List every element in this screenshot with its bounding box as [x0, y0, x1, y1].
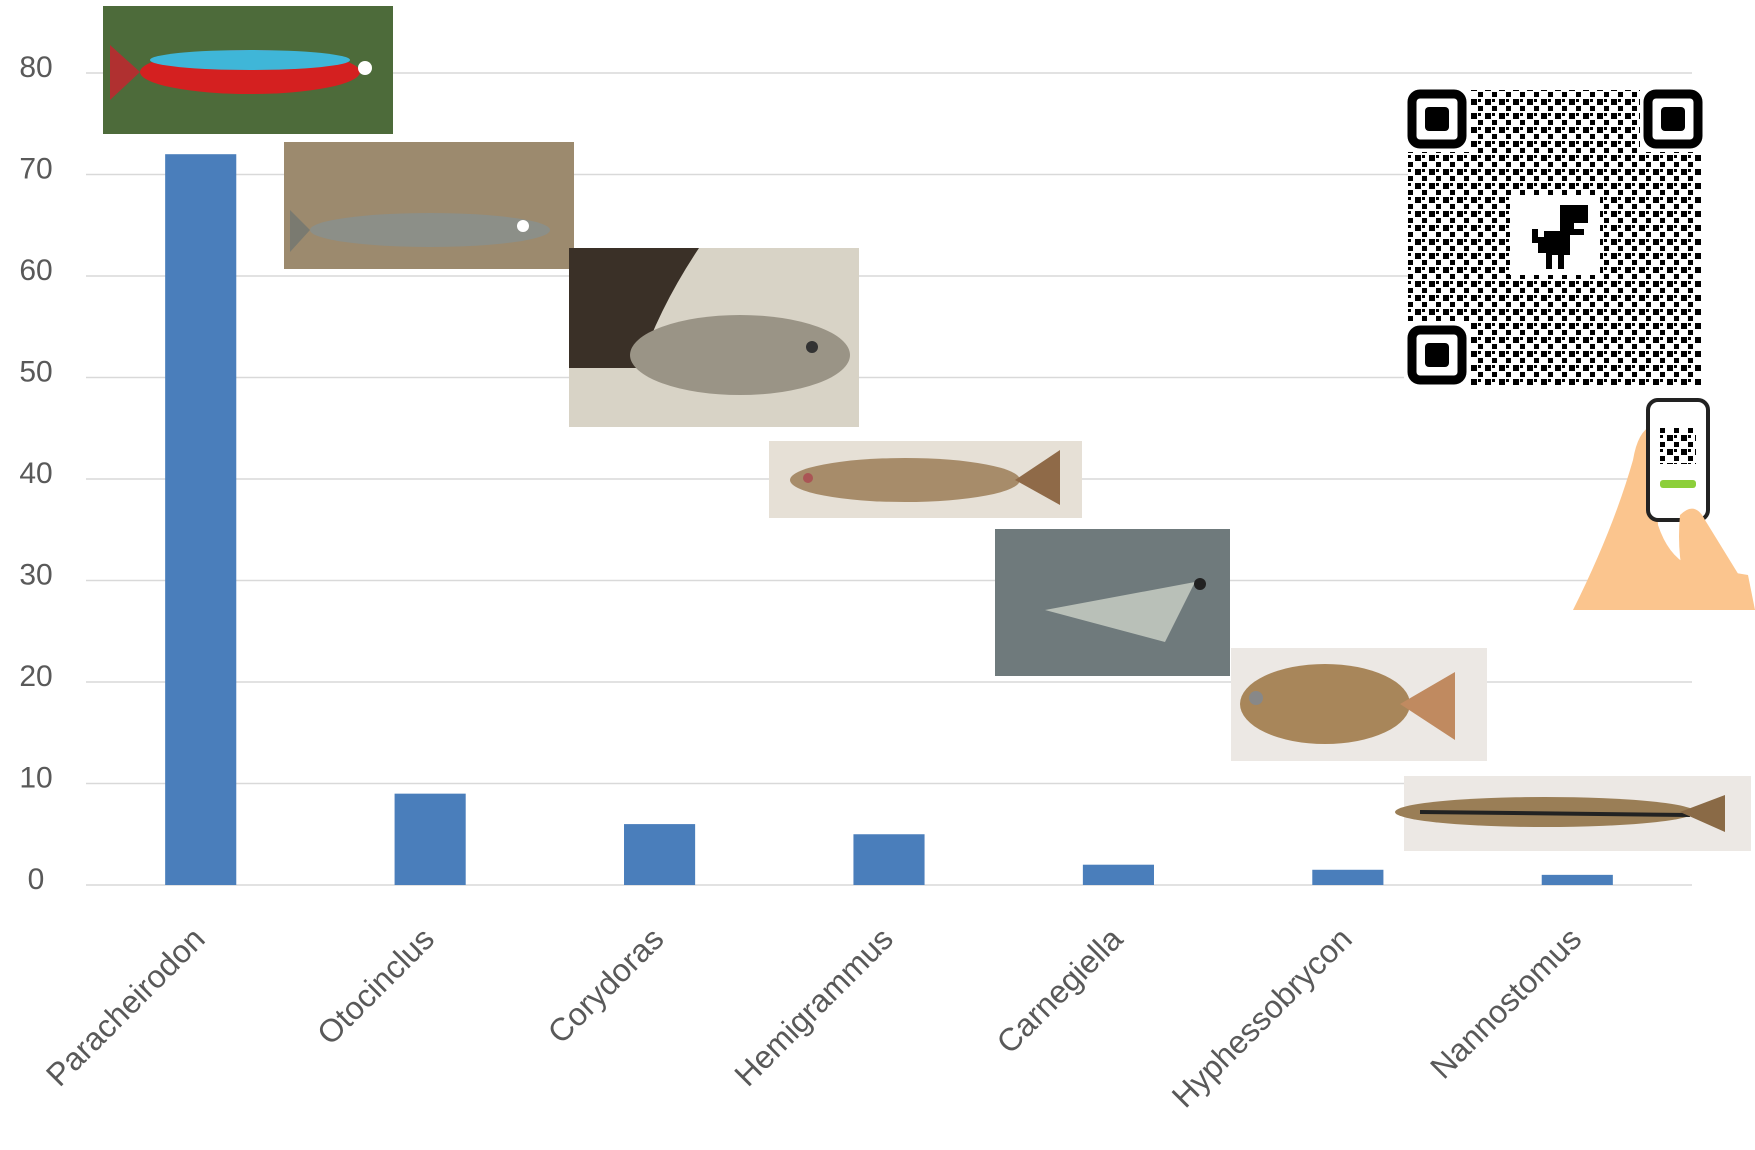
bar	[1082, 864, 1154, 885]
y-tick-label: 10	[19, 761, 52, 794]
bar	[853, 834, 925, 885]
fish-photo	[769, 441, 1082, 518]
y-tick-label: 50	[19, 355, 52, 388]
x-tick-label: Carnegiella	[989, 920, 1129, 1060]
bar	[1312, 869, 1384, 885]
qr-code	[1404, 86, 1706, 388]
y-tick-label: 60	[19, 254, 52, 287]
bar	[394, 793, 466, 885]
fish-photo	[1231, 648, 1487, 761]
y-tick-label: 80	[19, 51, 52, 84]
fish-photo	[103, 6, 393, 134]
y-tick-label: 0	[28, 863, 45, 896]
fish-photo	[995, 529, 1230, 676]
fish-photo	[569, 248, 859, 427]
x-tick-label: Nannostomus	[1423, 920, 1588, 1085]
x-tick-label: Hyphessobrycon	[1165, 920, 1359, 1114]
x-tick-label: Corydoras	[541, 920, 671, 1050]
fish-photo	[1395, 776, 1751, 851]
bar	[1541, 874, 1613, 885]
scan-hand-icon	[1573, 398, 1755, 610]
x-tick-label: Hemigrammus	[727, 920, 900, 1093]
y-tick-label: 20	[19, 660, 52, 693]
y-tick-label: 40	[19, 457, 52, 490]
fish-photos	[103, 6, 1751, 851]
y-tick-label: 70	[19, 152, 52, 185]
bar	[165, 154, 237, 885]
fish-photo	[284, 142, 574, 269]
x-tick-label: Otocinclus	[310, 920, 441, 1051]
bar	[624, 824, 696, 885]
x-tick-label: Paracheirodon	[39, 920, 212, 1093]
y-tick-label: 30	[19, 558, 52, 591]
